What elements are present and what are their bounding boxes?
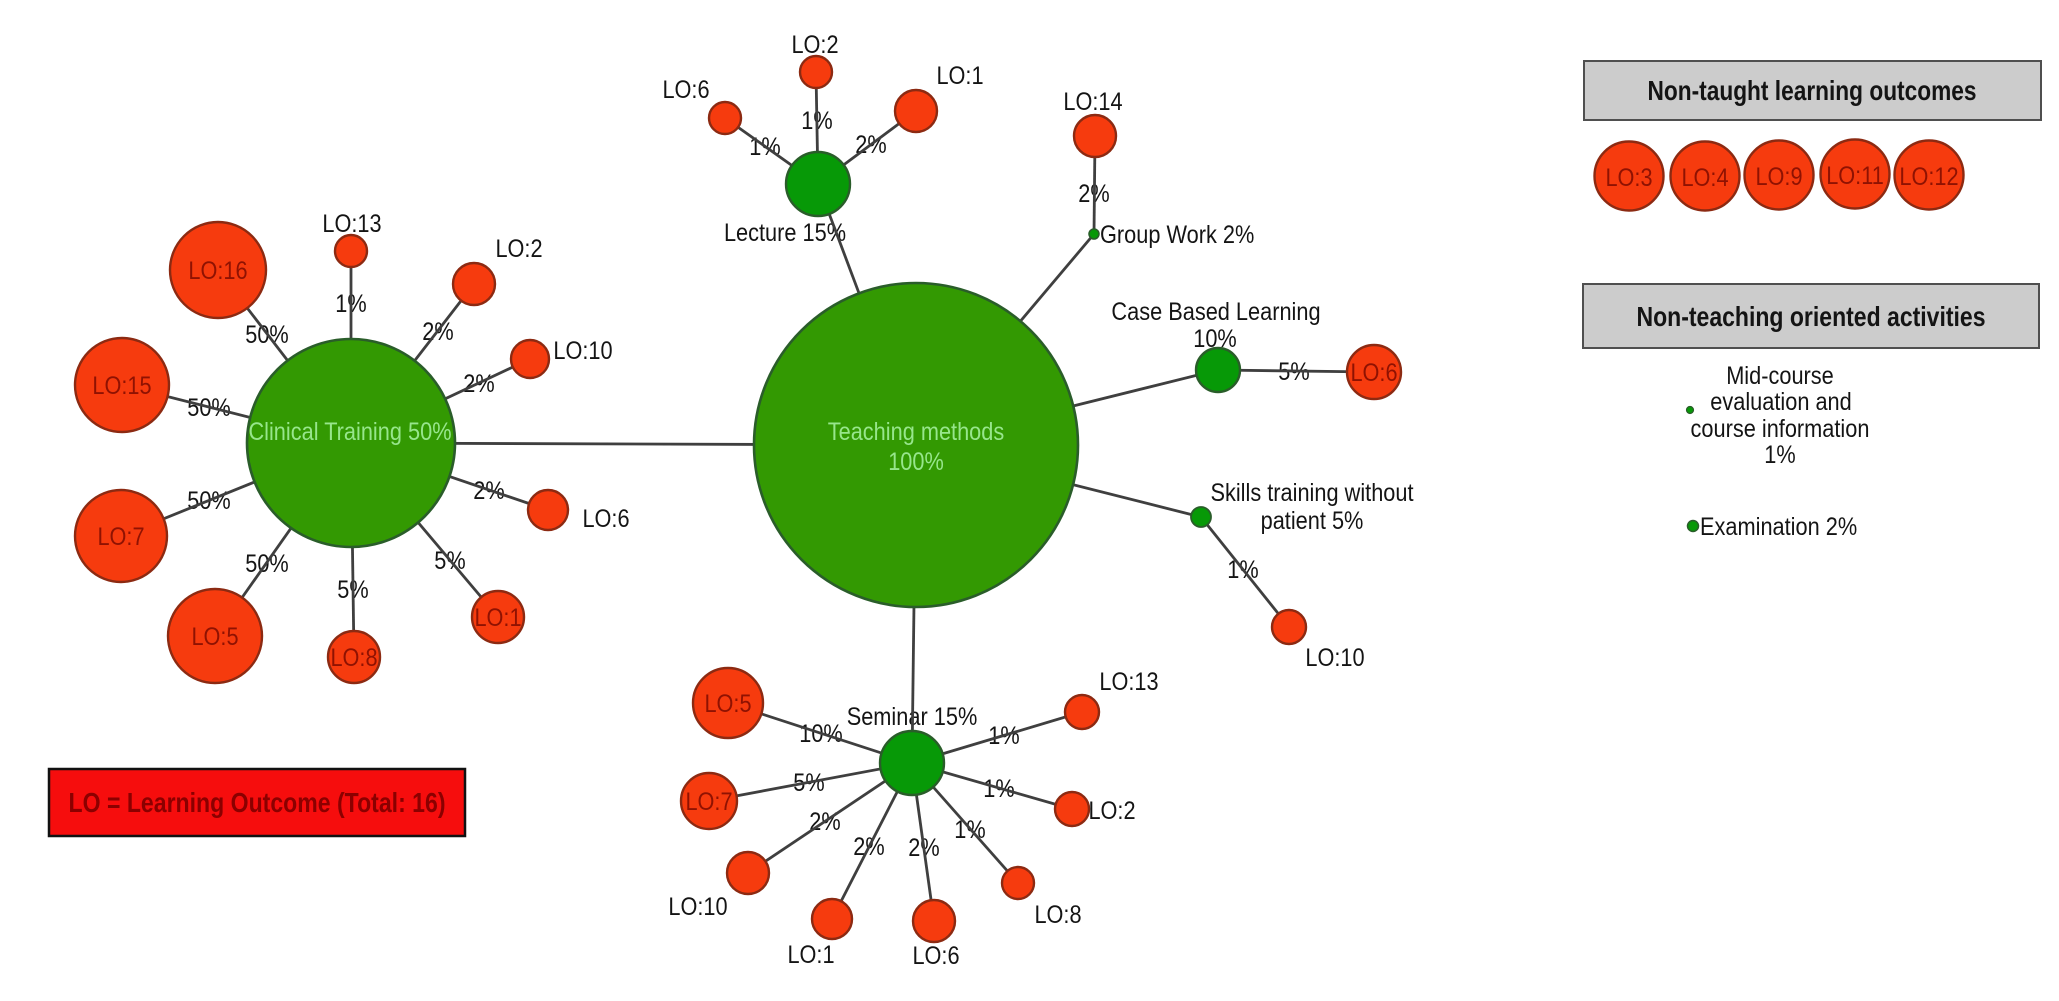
svg-text:LO:8: LO:8 xyxy=(1034,901,1081,929)
svg-text:LO = Learning Outcome (Total:: LO = Learning Outcome (Total: 16) xyxy=(69,787,446,818)
svg-text:LO:11: LO:11 xyxy=(1826,162,1884,190)
svg-text:LO:4: LO:4 xyxy=(1681,164,1728,192)
svg-text:evaluation and: evaluation and xyxy=(1710,388,1852,416)
svg-text:LO:1: LO:1 xyxy=(474,604,521,632)
svg-text:1%: 1% xyxy=(1764,441,1795,469)
svg-text:LO:10: LO:10 xyxy=(553,337,612,365)
svg-text:LO:14: LO:14 xyxy=(1063,88,1122,116)
svg-text:Group Work 2%: Group Work 2% xyxy=(1100,221,1254,249)
svg-text:LO:13: LO:13 xyxy=(322,210,381,238)
svg-text:LO:13: LO:13 xyxy=(1099,668,1158,696)
svg-text:LO:5: LO:5 xyxy=(704,690,751,718)
svg-text:LO:6: LO:6 xyxy=(662,76,709,104)
svg-text:course information: course information xyxy=(1691,415,1870,443)
svg-text:LO:2: LO:2 xyxy=(1088,797,1135,825)
svg-text:LO:10: LO:10 xyxy=(1305,644,1364,672)
svg-text:LO:7: LO:7 xyxy=(685,788,732,816)
svg-text:Non-taught learning outcomes: Non-taught learning outcomes xyxy=(1648,75,1977,106)
svg-text:Lecture 15%: Lecture 15% xyxy=(724,219,846,247)
svg-text:100%: 100% xyxy=(888,448,944,476)
svg-text:10%: 10% xyxy=(1193,325,1237,353)
svg-text:LO:6: LO:6 xyxy=(1350,359,1397,387)
svg-text:patient 5%: patient 5% xyxy=(1261,507,1364,535)
svg-text:Teaching methods: Teaching methods xyxy=(828,418,1005,446)
svg-text:LO:8: LO:8 xyxy=(330,644,377,672)
svg-text:LO:2: LO:2 xyxy=(791,31,838,59)
svg-text:LO:6: LO:6 xyxy=(582,505,629,533)
svg-text:Non-teaching oriented activiti: Non-teaching oriented activities xyxy=(1637,301,1986,332)
svg-text:LO:12: LO:12 xyxy=(1899,163,1958,191)
svg-text:LO:7: LO:7 xyxy=(97,523,144,551)
svg-text:LO:2: LO:2 xyxy=(495,235,542,263)
svg-text:LO:6: LO:6 xyxy=(912,942,959,970)
svg-text:LO:9: LO:9 xyxy=(1755,163,1802,191)
svg-text:LO:1: LO:1 xyxy=(787,941,834,969)
svg-text:Examination 2%: Examination 2% xyxy=(1700,513,1857,541)
svg-text:Clinical Training 50%: Clinical Training 50% xyxy=(248,418,451,446)
svg-text:LO:15: LO:15 xyxy=(92,372,151,400)
svg-text:LO:10: LO:10 xyxy=(668,893,727,921)
svg-text:Mid-course: Mid-course xyxy=(1726,362,1834,390)
svg-text:Skills training without: Skills training without xyxy=(1210,479,1413,507)
svg-text:LO:5: LO:5 xyxy=(191,623,238,651)
svg-text:LO:3: LO:3 xyxy=(1605,164,1652,192)
svg-text:LO:1: LO:1 xyxy=(936,62,983,90)
svg-text:Case Based Learning: Case Based Learning xyxy=(1111,298,1320,326)
svg-text:LO:16: LO:16 xyxy=(188,257,247,285)
